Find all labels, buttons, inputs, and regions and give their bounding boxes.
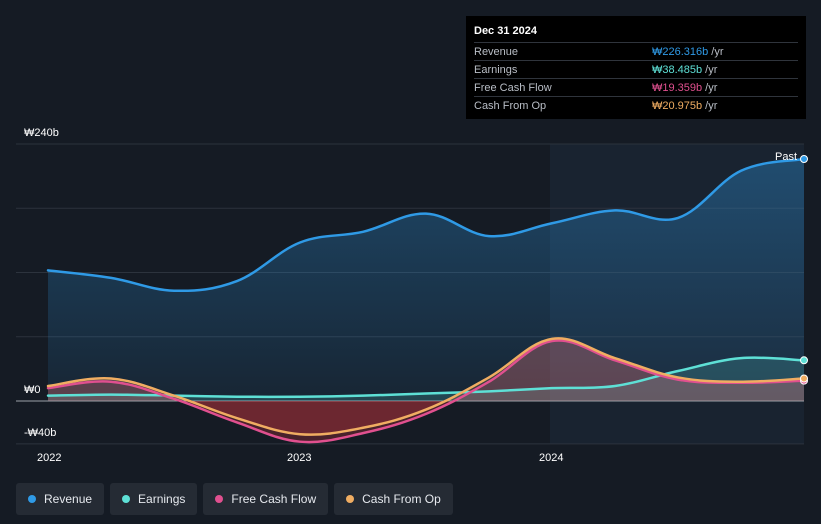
tooltip-value: ₩38.485b: [652, 63, 703, 76]
legend-dot-icon: [215, 495, 224, 503]
x-tick-label: 2022: [37, 452, 61, 464]
x-axis-ticks: 2022 2023 2024: [37, 452, 563, 464]
legend-label: Free Cash Flow: [231, 492, 317, 506]
tooltip-row-free-cash-flow: Free Cash Flow ₩19.359b /yr: [474, 78, 798, 96]
legend-item-free-cash-flow[interactable]: Free Cash Flow: [203, 483, 329, 515]
series-lines: [46, 157, 806, 444]
tooltip-label: Earnings: [474, 63, 518, 76]
tooltip-unit: /yr: [705, 63, 718, 76]
end-dot-revenue: [800, 154, 808, 163]
legend-label: Earnings: [138, 492, 186, 506]
legend-dot-icon: [122, 495, 131, 503]
area-earnings-positive: [48, 357, 804, 401]
tooltip-value: ₩19.359b: [652, 81, 703, 94]
area-free-cash-flow-negative: [48, 401, 804, 443]
line-revenue: [46, 157, 806, 293]
y-tick-label: ₩240b: [24, 127, 59, 139]
series-end-dots: [800, 154, 808, 385]
legend-dot-icon: [28, 495, 36, 503]
legend-label: Cash From Op: [362, 492, 441, 506]
tooltip-unit: /yr: [705, 99, 718, 112]
past-label: Past: [775, 151, 797, 163]
tooltip-row-earnings: Earnings ₩38.485b /yr: [474, 60, 798, 78]
end-dot-cash-from-op: [800, 374, 808, 383]
y-axis-ticks: ₩240b ₩0 -₩40b: [24, 127, 59, 439]
tooltip-row-cash-from-op: Cash From Op ₩20.975b /yr: [474, 96, 798, 114]
legend-item-cash-from-op[interactable]: Cash From Op: [334, 483, 453, 515]
area-cash-from-op-negative: [48, 401, 804, 435]
tooltip-label: Free Cash Flow: [474, 81, 552, 94]
y-tick-label: -₩40b: [24, 427, 56, 439]
line-cash-from-op: [46, 337, 806, 436]
y-tick-label: ₩0: [24, 384, 41, 396]
legend-label: Revenue: [44, 492, 93, 506]
tooltip-unit: /yr: [705, 81, 718, 94]
tooltip-row-revenue: Revenue ₩226.316b /yr: [474, 42, 798, 60]
x-tick-label: 2024: [539, 452, 563, 464]
area-revenue: [48, 158, 804, 401]
tooltip-value: ₩20.975b: [652, 99, 703, 112]
tooltip-label: Cash From Op: [474, 99, 547, 112]
end-dot-earnings: [800, 356, 808, 365]
tooltip-unit: /yr: [711, 45, 724, 58]
tooltip-value: ₩226.316b: [652, 45, 709, 58]
legend-item-earnings[interactable]: Earnings: [110, 483, 198, 515]
legend-item-revenue[interactable]: Revenue: [16, 483, 105, 515]
tooltip-date: Dec 31 2024: [474, 25, 537, 37]
tooltip-label: Revenue: [474, 45, 519, 58]
chart-legend: Revenue Earnings Free Cash Flow Cash Fro…: [16, 483, 459, 515]
data-tooltip: Dec 31 2024 Revenue ₩226.316b /yr Earnin…: [466, 16, 806, 119]
x-tick-label: 2023: [287, 452, 311, 464]
line-free-cash-flow: [46, 339, 806, 444]
legend-dot-icon: [346, 495, 355, 503]
